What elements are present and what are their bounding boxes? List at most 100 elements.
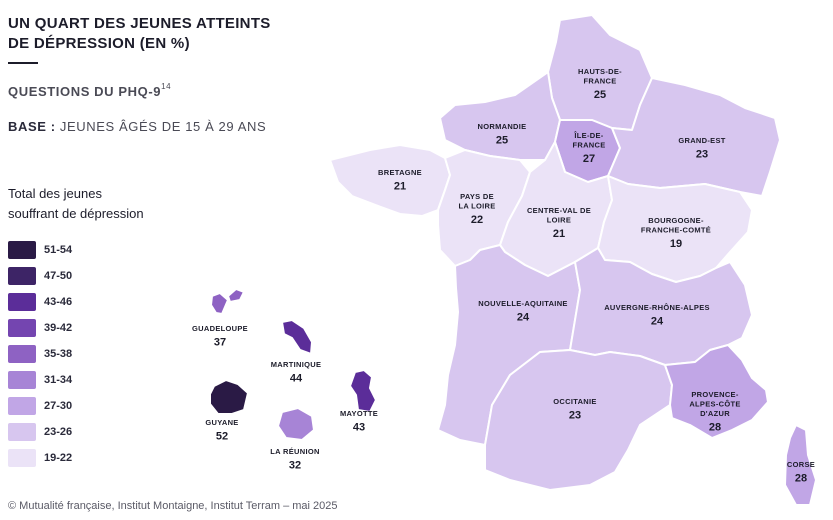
legend-item: 27-30 xyxy=(8,393,72,419)
legend-item: 51-54 xyxy=(8,237,72,263)
region-label-bourgogne-franche-comte: BOURGOGNE-FRANCHE-COMTÉ 19 xyxy=(641,216,711,250)
region-name: HAUTS-DE- xyxy=(578,67,622,76)
region-name: CORSE xyxy=(787,460,815,469)
region-name: FRANCHE-COMTÉ xyxy=(641,226,711,235)
region-value: 25 xyxy=(594,89,606,101)
subtitle-text: QUESTIONS DU PHQ-9 xyxy=(8,84,162,99)
title-line-2: DE DÉPRESSION (EN %) xyxy=(8,35,190,52)
region-occitanie xyxy=(484,349,673,491)
legend-swatch xyxy=(8,241,36,259)
legend-item: 31-34 xyxy=(8,367,72,393)
region-label-hauts-de-france: HAUTS-DE-FRANCE 25 xyxy=(578,67,622,101)
region-label-mayotte: MAYOTTE 43 xyxy=(340,409,378,434)
base-label: BASE : xyxy=(8,119,56,134)
legend-label: 47-50 xyxy=(44,270,73,282)
legend-title: Total des jeunes souffrant de dépression xyxy=(8,184,144,224)
region-value: 43 xyxy=(353,422,365,434)
region-value: 23 xyxy=(696,149,708,161)
legend-label: 31-34 xyxy=(44,374,73,386)
region-mayotte xyxy=(349,369,377,413)
region-name: FRANCE xyxy=(572,141,605,150)
region-name: ALPES-CÔTE xyxy=(689,400,740,409)
region-label-normandie: NORMANDIE 25 xyxy=(478,122,527,147)
region-name: PAYS DE xyxy=(460,192,494,201)
region-corse xyxy=(784,424,817,506)
region-name: GUYANE xyxy=(205,418,238,427)
region-name: MAYOTTE xyxy=(340,409,378,418)
legend-label: 51-54 xyxy=(44,244,73,256)
region-value: 21 xyxy=(394,181,406,193)
region-label-guadeloupe: GUADELOUPE 37 xyxy=(192,324,248,349)
region-name: GUADELOUPE xyxy=(192,324,248,333)
subtitle-footnote-ref: 14 xyxy=(161,82,172,91)
region-value: 25 xyxy=(496,135,508,147)
region-label-martinique: MARTINIQUE 44 xyxy=(271,360,322,385)
region-label-guyane: GUYANE 52 xyxy=(205,418,238,443)
region-label-grand-est: GRAND-EST 23 xyxy=(678,136,725,161)
region-value: 23 xyxy=(569,410,581,422)
region-martinique xyxy=(281,319,313,355)
legend-swatch xyxy=(8,397,36,415)
region-name: PROVENCE- xyxy=(691,390,738,399)
region-value: 52 xyxy=(216,431,228,443)
legend-title-line-2: souffrant de dépression xyxy=(8,206,144,221)
map-title: UN QUART DES JEUNES ATTEINTS DE DÉPRESSI… xyxy=(8,14,271,54)
legend-item: 39-42 xyxy=(8,315,72,341)
subtitle: QUESTIONS DU PHQ-914 xyxy=(8,82,172,99)
region-bretagne xyxy=(329,144,451,217)
region-guyane xyxy=(209,379,249,415)
region-name: OCCITANIE xyxy=(553,397,596,406)
legend-item: 19-22 xyxy=(8,445,72,471)
region-name: CENTRE-VAL DE xyxy=(527,206,591,215)
region-name: BOURGOGNE- xyxy=(648,216,704,225)
region-label-la-reunion: LA RÉUNION 32 xyxy=(270,447,319,472)
base-text: JEUNES ÂGÉS DE 15 À 29 ANS xyxy=(55,119,267,134)
region-name: LA RÉUNION xyxy=(270,447,319,456)
source-credit: © Mutualité française, Institut Montaign… xyxy=(8,500,338,512)
region-name: NORMANDIE xyxy=(478,122,527,131)
legend-item: 43-46 xyxy=(8,289,72,315)
region-name: AUVERGNE-RHÔNE-ALPES xyxy=(604,303,710,312)
region-label-occitanie: OCCITANIE 23 xyxy=(553,397,596,422)
region-name: GRAND-EST xyxy=(678,136,725,145)
region-value: 19 xyxy=(670,238,682,250)
legend-swatch xyxy=(8,423,36,441)
region-name: NOUVELLE-AQUITAINE xyxy=(478,299,567,308)
region-label-auvergne-rhone-alpes: AUVERGNE-RHÔNE-ALPES 24 xyxy=(604,303,710,328)
region-value: 28 xyxy=(795,473,807,485)
region-label-nouvelle-aquitaine: NOUVELLE-AQUITAINE 24 xyxy=(478,299,567,324)
region-name: MARTINIQUE xyxy=(271,360,322,369)
legend-swatch xyxy=(8,449,36,467)
legend-item: 35-38 xyxy=(8,341,72,367)
legend-swatch xyxy=(8,319,36,337)
region-value: 28 xyxy=(709,422,721,434)
region-name: BRETAGNE xyxy=(378,168,422,177)
legend-title-line-1: Total des jeunes xyxy=(8,186,102,201)
legend-swatch xyxy=(8,267,36,285)
legend-item: 23-26 xyxy=(8,419,72,445)
region-guadeloupe xyxy=(210,288,245,315)
region-name: D'AZUR xyxy=(700,409,730,418)
region-la-reunion xyxy=(277,407,315,441)
region-value: 21 xyxy=(553,228,565,240)
title-line-1: UN QUART DES JEUNES ATTEINTS xyxy=(8,15,271,32)
legend: 51-54 47-50 43-46 39-42 35-38 31-34 27-30 23-26… xyxy=(8,237,72,471)
region-name: LOIRE xyxy=(547,216,571,225)
title-divider xyxy=(8,62,38,64)
region-name: ÎLE-DE- xyxy=(573,131,603,140)
legend-label: 23-26 xyxy=(44,426,73,438)
region-label-corse: CORSE 28 xyxy=(787,460,815,485)
region-value: 22 xyxy=(471,214,483,226)
region-name: FRANCE xyxy=(583,77,616,86)
base-note: BASE : JEUNES ÂGÉS DE 15 À 29 ANS xyxy=(8,119,266,134)
region-value: 32 xyxy=(289,460,301,472)
region-value: 24 xyxy=(517,312,530,324)
region-label-ile-de-france: ÎLE-DE-FRANCE 27 xyxy=(572,131,605,165)
region-normandie xyxy=(439,71,561,161)
region-value: 37 xyxy=(214,337,226,349)
legend-label: 43-46 xyxy=(44,296,73,308)
region-value: 44 xyxy=(290,373,303,385)
